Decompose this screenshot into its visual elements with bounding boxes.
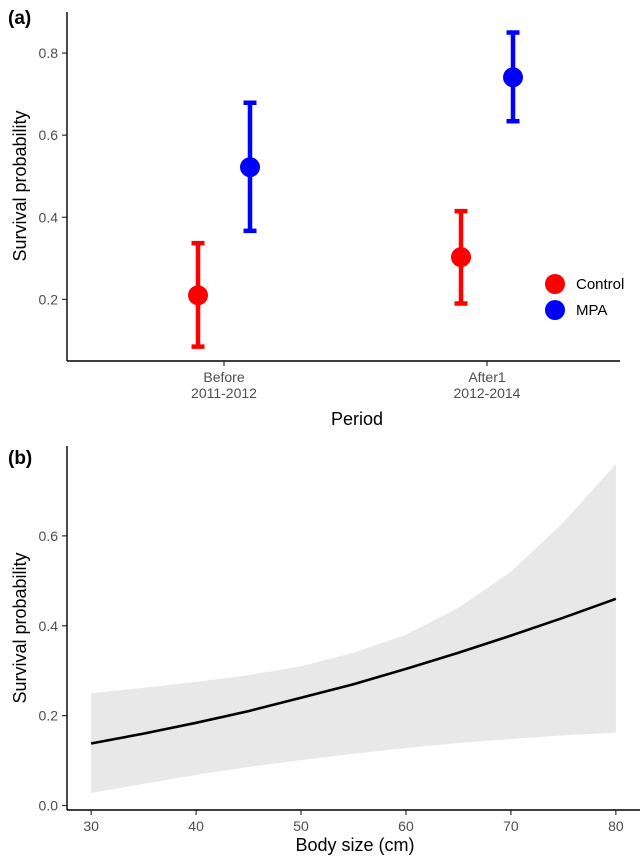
panel-b-y-tick-label: 0.4 <box>39 618 59 634</box>
panel-a-y-axis-title: Survival probability <box>10 110 30 261</box>
panel-a-y-tick-label: 0.6 <box>39 127 59 143</box>
panel-a-x-tick-label: Before <box>203 369 244 385</box>
panel-a-errorbars <box>191 30 520 349</box>
panel-b-y-tick-label: 0.6 <box>39 528 59 544</box>
panel-a-y-tick-label: 0.8 <box>39 45 59 61</box>
panel-b-x-ticks: 30 40 50 60 70 80 <box>83 810 624 834</box>
point-control <box>188 285 208 306</box>
panel-b: (b) 0.0 0.2 0.4 0.6 30 40 50 60 70 80 Body size … <box>8 446 640 855</box>
panel-a-points <box>188 67 523 306</box>
panel-a-x-axis-title: Period <box>331 409 383 429</box>
fitted-line <box>90 597 617 745</box>
panel-a-y-tick-label: 0.2 <box>39 291 59 307</box>
confidence-band <box>91 464 616 793</box>
legend-key-mpa <box>545 300 565 320</box>
point-mpa <box>503 67 523 88</box>
panel-b-y-axis-title: Survival probability <box>10 552 30 703</box>
point-control <box>451 247 471 268</box>
panel-a-y-ticks: 0.2 0.4 0.6 0.8 <box>39 45 67 307</box>
panel-a-x-tick-label: After1 <box>468 369 506 385</box>
panel-b-x-tick-label: 50 <box>293 818 309 834</box>
panel-b-x-axis-title: Body size (cm) <box>295 835 414 855</box>
point-mpa <box>240 157 260 178</box>
panel-a-x-tick-label: 2012-2014 <box>454 385 521 401</box>
panel-b-x-tick-label: 80 <box>608 818 624 834</box>
panel-b-x-tick-label: 60 <box>398 818 414 834</box>
panel-a-legend: Control MPA <box>545 274 624 320</box>
panel-a-x-tick-label: 2011-2012 <box>191 385 257 401</box>
legend-label-mpa: MPA <box>576 302 607 319</box>
legend-label-control: Control <box>576 276 624 293</box>
panel-b-y-ticks: 0.0 0.2 0.4 0.6 <box>39 528 67 814</box>
panel-b-tag: (b) <box>8 448 32 469</box>
legend-key-control <box>545 274 565 294</box>
panel-b-x-tick-label: 40 <box>188 818 204 834</box>
panel-b-y-tick-label: 0.2 <box>39 708 59 724</box>
panel-b-y-tick-label: 0.0 <box>39 798 59 814</box>
panel-b-x-tick-label: 70 <box>503 818 519 834</box>
panel-a-tag: (a) <box>8 8 31 29</box>
panel-a-y-tick-label: 0.4 <box>39 209 59 225</box>
panel-b-x-tick-label: 30 <box>83 818 99 834</box>
